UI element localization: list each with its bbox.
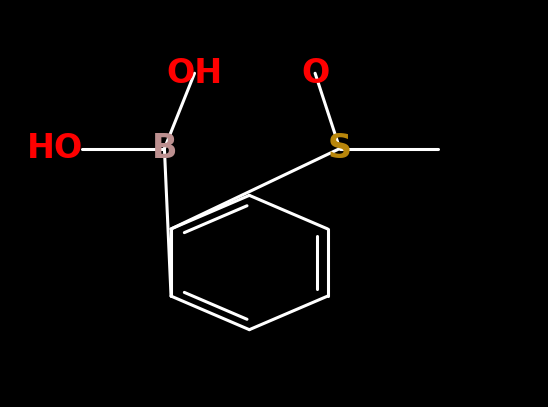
Text: HO: HO: [27, 132, 83, 165]
Text: O: O: [301, 57, 329, 90]
Text: S: S: [328, 132, 352, 165]
Text: OH: OH: [167, 57, 222, 90]
Text: B: B: [152, 132, 177, 165]
